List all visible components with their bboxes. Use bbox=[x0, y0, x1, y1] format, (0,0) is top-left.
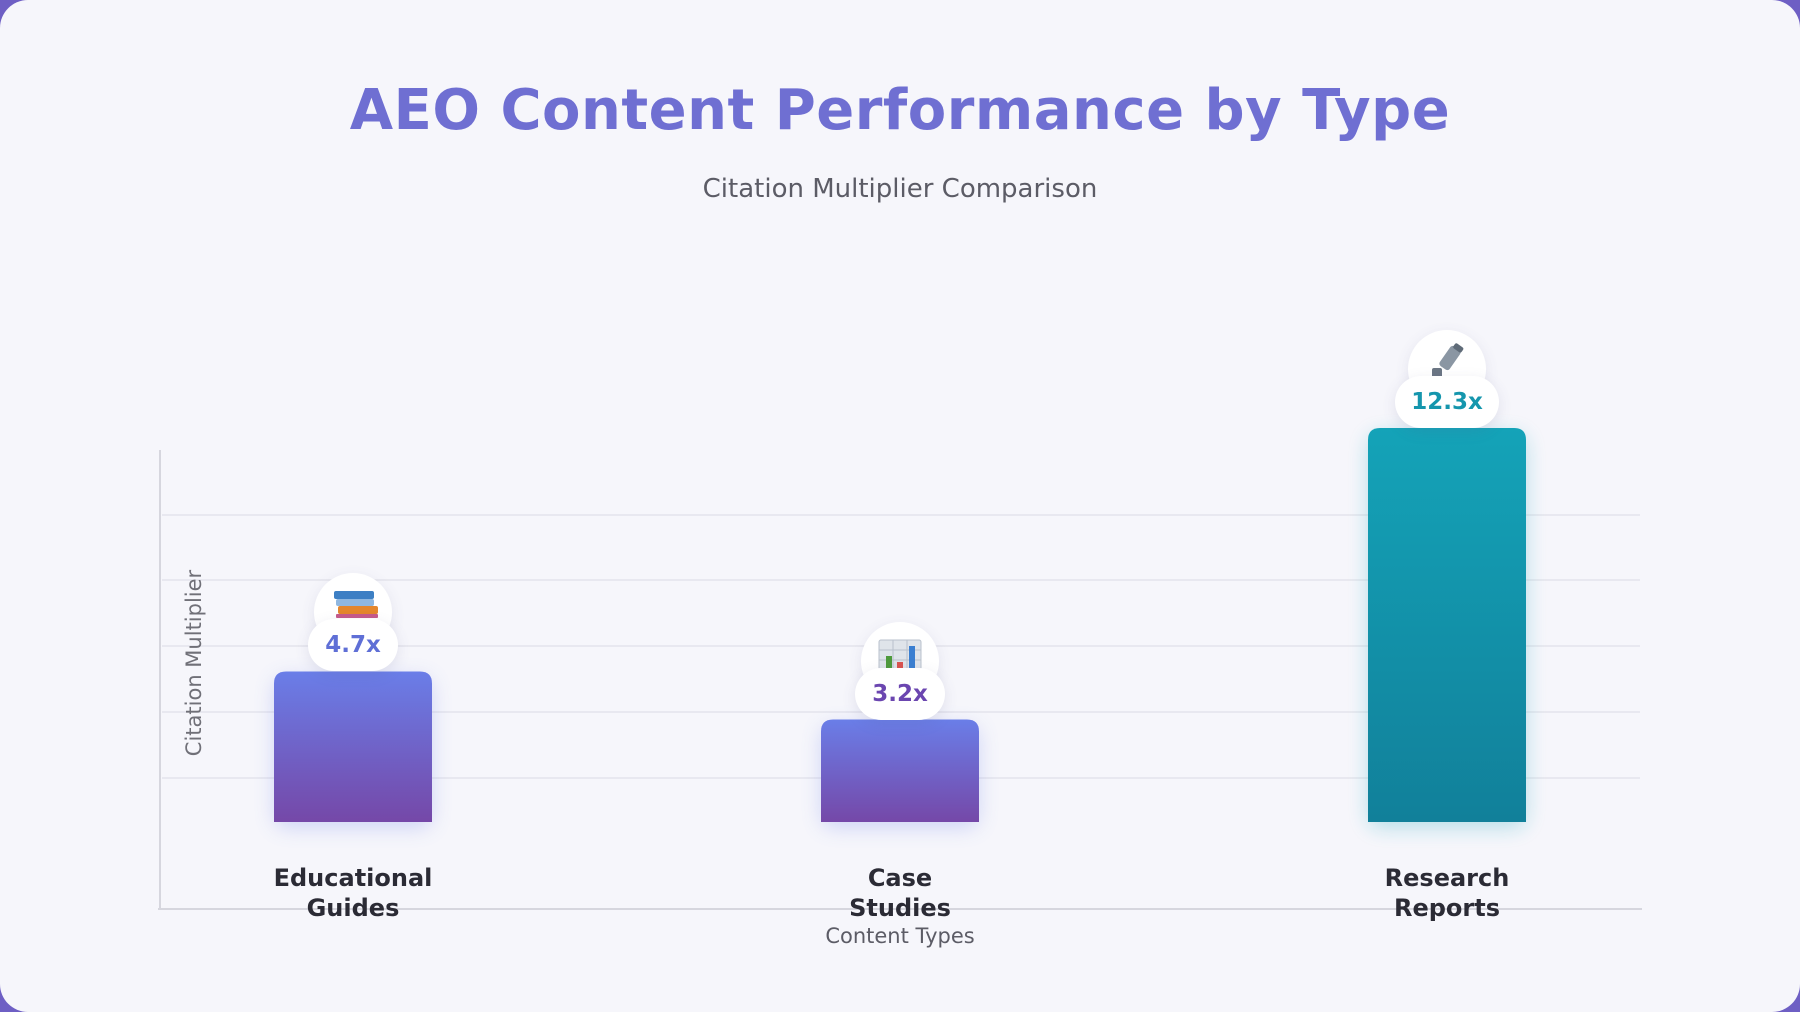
y-axis-label: Citation Multiplier bbox=[182, 569, 206, 757]
chart-subtitle: Citation Multiplier Comparison bbox=[702, 174, 1098, 204]
bar bbox=[821, 719, 979, 822]
bar bbox=[1368, 428, 1526, 822]
x-axis-label: Content Types bbox=[825, 924, 975, 948]
category-label: Research Reports bbox=[1384, 864, 1510, 922]
category-label: Educational Guides bbox=[273, 864, 433, 922]
value-label: 3.2x bbox=[855, 667, 945, 720]
category-label: Case Studies bbox=[849, 864, 951, 922]
value-label: 12.3x bbox=[1395, 376, 1499, 429]
value-label: 4.7x bbox=[308, 619, 398, 672]
bar-chart-icon bbox=[861, 621, 939, 700]
bar bbox=[274, 671, 432, 822]
chart-title: AEO Content Performance by Type bbox=[349, 78, 1451, 143]
